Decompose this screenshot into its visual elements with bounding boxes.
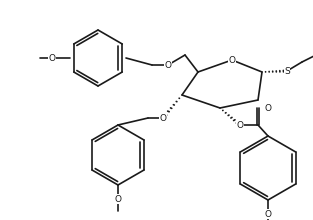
- Text: O: O: [264, 103, 271, 112]
- Text: O: O: [237, 121, 244, 130]
- Text: S: S: [284, 66, 290, 75]
- Text: O: O: [160, 114, 167, 123]
- Text: O: O: [228, 55, 235, 64]
- Text: O: O: [49, 53, 55, 62]
- Text: O: O: [165, 61, 172, 70]
- Text: O: O: [115, 194, 121, 204]
- Text: O: O: [264, 209, 271, 218]
